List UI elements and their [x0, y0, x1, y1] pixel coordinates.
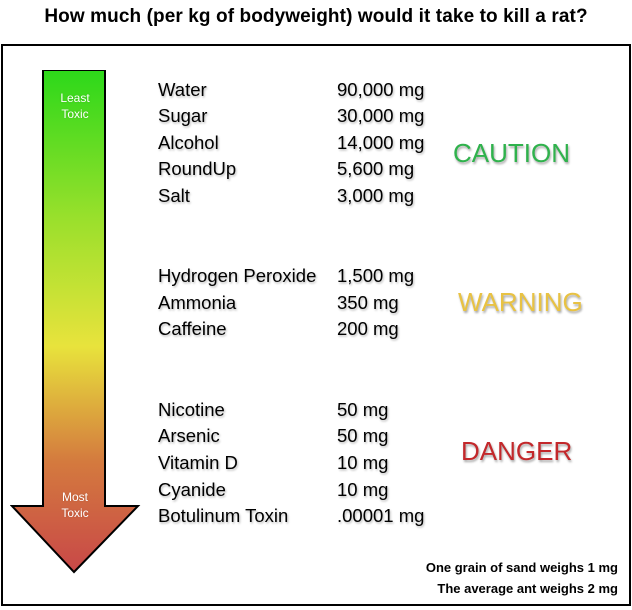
danger-level-label: DANGER: [461, 436, 573, 466]
infographic-frame: [1, 44, 631, 606]
substance-dose: 14,000 mg: [337, 132, 425, 153]
substance-name: RoundUp: [158, 158, 237, 179]
least-toxic-label-line2: Toxic: [61, 107, 89, 121]
substance-dose: 30,000 mg: [337, 105, 425, 126]
sand-grain-note: One grain of sand weighs 1 mg: [425, 560, 618, 575]
substance-name: Alcohol: [158, 132, 219, 153]
substance-name: Botulinum Toxin: [158, 505, 289, 526]
substance-dose: 50 mg: [337, 399, 389, 420]
substance-dose: 3,000 mg: [337, 185, 415, 206]
most-toxic-label-line1: Most: [61, 490, 88, 504]
substance-dose: 50 mg: [337, 425, 389, 446]
substance-name: Sugar: [158, 105, 208, 126]
substance-name: Hydrogen Peroxide: [158, 265, 317, 286]
most-toxic-label: Most Toxic: [45, 489, 105, 521]
least-toxic-label: Least Toxic: [45, 90, 105, 122]
caution-level-label: CAUTION: [453, 138, 570, 168]
substance-name: Nicotine: [158, 399, 225, 420]
least-toxic-label-line1: Least: [60, 91, 90, 105]
substance-name: Arsenic: [158, 425, 220, 446]
substance-name: Ammonia: [158, 292, 237, 313]
warning-level-label: WARNING: [458, 287, 583, 317]
page-title: How much (per kg of bodyweight) would it…: [44, 6, 588, 27]
substance-dose: 1,500 mg: [337, 265, 415, 286]
substance-dose: 10 mg: [337, 452, 389, 473]
toxicity-arrow-icon: [10, 70, 141, 574]
substance-name: Salt: [158, 185, 190, 206]
most-toxic-label-line2: Toxic: [61, 506, 89, 520]
substance-name: Caffeine: [158, 318, 227, 339]
ant-weight-note: The average ant weighs 2 mg: [437, 581, 618, 596]
substance-dose: 10 mg: [337, 479, 389, 500]
substance-dose: 90,000 mg: [337, 79, 425, 100]
substance-dose: 5,600 mg: [337, 158, 415, 179]
substance-dose: 350 mg: [337, 292, 399, 313]
substance-dose: .00001 mg: [337, 505, 425, 526]
substance-name: Vitamin D: [158, 452, 238, 473]
substance-name: Cyanide: [158, 479, 226, 500]
substance-name: Water: [158, 79, 207, 100]
substance-dose: 200 mg: [337, 318, 399, 339]
